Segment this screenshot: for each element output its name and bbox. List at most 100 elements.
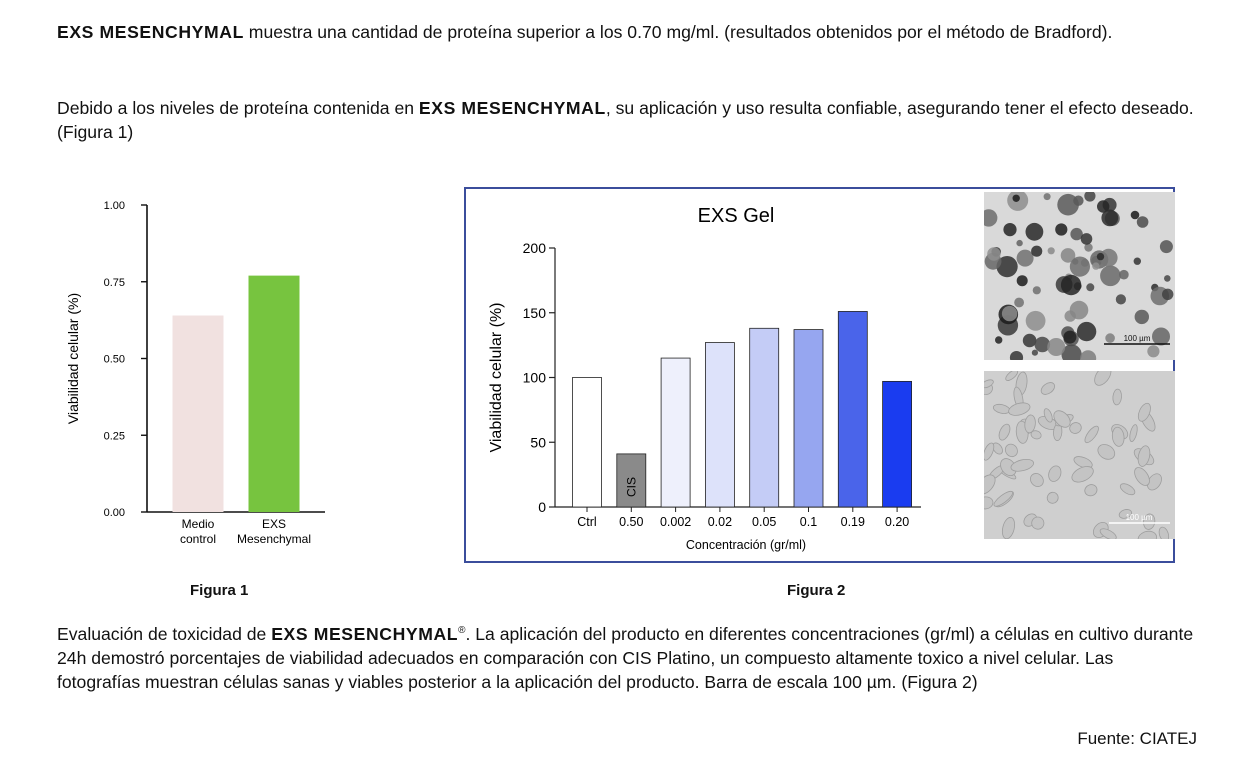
cell <box>1084 243 1093 252</box>
figure-1-chart: 0.00 0.25 0.50 0.75 1.00 Viabilidad celular (… <box>65 200 325 546</box>
cell <box>1043 193 1051 201</box>
brand-name: EXS MESENCHYMAL <box>271 623 459 644</box>
bar <box>704 342 735 508</box>
cell <box>1084 192 1096 202</box>
intro-paragraph-1: EXS MESENCHYMAL muestra una cantidad de … <box>57 20 1199 44</box>
cell <box>1118 509 1133 519</box>
cell <box>1084 484 1098 497</box>
cell <box>1097 444 1116 460</box>
cell <box>1005 371 1019 381</box>
cell <box>1119 269 1129 280</box>
bar <box>172 315 224 512</box>
scale-label: 100 µm <box>1126 513 1153 522</box>
cell <box>1134 309 1149 325</box>
cell <box>1025 310 1046 331</box>
cell <box>1094 371 1112 386</box>
cell <box>1008 402 1031 416</box>
x-tick-label: 0.20 <box>885 515 909 529</box>
cell <box>1097 200 1110 213</box>
cell <box>1004 443 1018 458</box>
cell <box>1136 216 1149 228</box>
chart-title: EXS Gel <box>698 205 775 227</box>
cell <box>1070 227 1083 241</box>
cell <box>1137 445 1151 467</box>
cell <box>1024 414 1036 434</box>
cell <box>1099 528 1117 539</box>
cell <box>1010 458 1035 472</box>
bar <box>248 275 300 512</box>
figure-1-caption: Figura 1 <box>190 582 249 599</box>
intro-text-b: , su aplicación y uso resulta confiable,… <box>57 98 1194 142</box>
cell <box>1063 330 1077 344</box>
cell <box>1034 336 1051 353</box>
cell <box>1162 288 1174 300</box>
cell <box>1130 210 1140 220</box>
y-tick-label: 0.75 <box>104 277 125 289</box>
cell <box>1080 350 1097 360</box>
cell <box>1129 424 1138 442</box>
cell <box>1055 223 1068 236</box>
y-tick-label: 50 <box>530 434 546 450</box>
brand-name: EXS MESENCHYMAL <box>57 22 244 42</box>
cell <box>1080 233 1093 245</box>
cell <box>984 379 994 389</box>
cell <box>1115 294 1126 305</box>
cell <box>1086 283 1095 292</box>
intro-text-a: Debido a los niveles de proteína conteni… <box>57 98 419 118</box>
cell <box>1076 321 1097 342</box>
cell <box>995 336 1003 344</box>
cell <box>1164 275 1171 282</box>
cell <box>1031 349 1038 356</box>
cell <box>984 209 998 227</box>
scale-label: 100 µm <box>1124 334 1151 343</box>
intro-paragraph-2: Debido a los niveles de proteína conteni… <box>57 96 1199 144</box>
registered-mark: ® <box>458 625 466 636</box>
y-tick-label: 0.25 <box>104 430 125 442</box>
cell <box>1040 382 1056 395</box>
y-tick-label: 1.00 <box>104 200 125 212</box>
cell <box>1133 257 1141 265</box>
cell <box>1030 473 1044 487</box>
cell <box>1012 194 1020 202</box>
y-axis-label: Viabilidad celular (%) <box>65 293 81 424</box>
bar <box>837 311 868 508</box>
cell <box>993 490 1014 507</box>
cell <box>1060 248 1076 263</box>
cell <box>1101 209 1119 227</box>
bar <box>793 329 824 508</box>
cell <box>1147 345 1160 358</box>
cell <box>1047 247 1055 255</box>
x-tick-label: Mesenchymal <box>237 532 311 546</box>
bar <box>572 377 602 508</box>
cell <box>1073 456 1093 469</box>
cell <box>1119 483 1136 496</box>
conclusion-text-a: Evaluación de toxicidad de <box>57 623 272 644</box>
bar-annotation: CIS <box>624 477 638 497</box>
figure-2-caption: Figura 2 <box>787 582 846 599</box>
cell <box>1112 388 1122 406</box>
cell <box>1014 297 1024 308</box>
y-tick-label: 0.50 <box>104 354 125 366</box>
y-tick-label: 0 <box>538 499 546 515</box>
y-tick-label: 0.00 <box>104 507 125 519</box>
bar <box>749 327 780 508</box>
cell <box>1043 408 1053 423</box>
micrograph-cis-cells: 100 µm <box>984 192 1175 360</box>
x-tick-label: 0.1 <box>800 515 817 529</box>
intro-text: muestra una cantidad de proteína superio… <box>243 22 1113 42</box>
cell <box>1057 193 1079 216</box>
cell <box>1100 265 1121 287</box>
y-axis-label: Viabilidad celular (%) <box>488 303 505 453</box>
cell <box>1152 327 1170 346</box>
cell <box>1016 275 1028 287</box>
cell <box>1001 517 1016 539</box>
x-tick-label: 0.02 <box>708 515 732 529</box>
cell <box>1069 300 1089 320</box>
bar <box>660 357 691 508</box>
bar <box>616 453 647 508</box>
cell <box>1137 530 1157 539</box>
cell <box>1096 252 1105 261</box>
cell <box>1069 256 1090 277</box>
conclusion-text-b: . La aplicación del producto en diferent… <box>57 623 1194 692</box>
cell <box>1060 274 1082 296</box>
